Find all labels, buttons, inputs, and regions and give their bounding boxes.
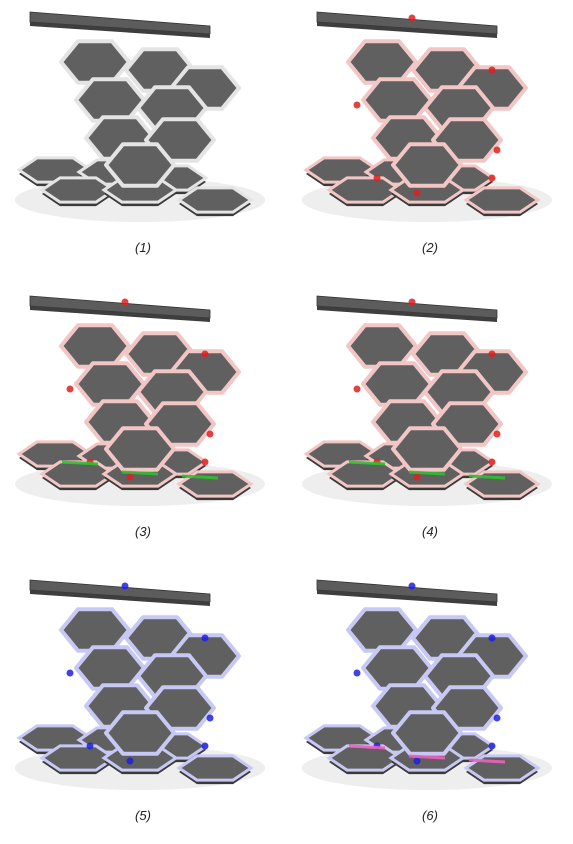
top-beam-side [317, 590, 497, 606]
floor-tile [39, 460, 117, 488]
joint-marker [353, 669, 361, 677]
hexagon-structure-render [15, 11, 265, 222]
panel-4: (4) [287, 284, 573, 560]
hexagon-structure-render [15, 579, 265, 790]
hexagon-structure-render [15, 295, 265, 506]
joint-marker [413, 189, 421, 197]
wall-tile [59, 607, 131, 653]
hexagon-structure-render [302, 579, 552, 790]
joint-marker [206, 430, 214, 438]
joint-marker [373, 174, 381, 182]
wall-tile [59, 323, 131, 369]
wall-tile [104, 142, 176, 188]
joint-marker [121, 582, 129, 590]
joint-marker [206, 714, 214, 722]
wall-tile [74, 361, 146, 407]
joint-accent [408, 754, 446, 760]
panel-6: (6) [287, 568, 573, 844]
joint-marker [201, 634, 209, 642]
joint-marker [413, 757, 421, 765]
joint-marker [66, 669, 74, 677]
joint-marker [488, 174, 496, 182]
panel-caption: (3) [135, 524, 151, 539]
joint-marker [488, 742, 496, 750]
joint-marker [408, 582, 416, 590]
wall-tile [104, 426, 176, 472]
joint-marker [126, 473, 134, 481]
joint-marker [488, 458, 496, 466]
joint-marker [488, 350, 496, 358]
joint-accent [121, 470, 159, 476]
wall-tile [391, 426, 463, 472]
panel-caption: (5) [135, 808, 151, 823]
panel-1: (1) [0, 0, 286, 276]
wall-tile [391, 142, 463, 188]
joint-marker [353, 101, 361, 109]
top-beam-side [317, 22, 497, 38]
joint-marker [488, 66, 496, 74]
top-beam-side [30, 306, 210, 322]
panel-caption: (1) [135, 240, 151, 255]
wall-tile [361, 645, 433, 691]
panel-caption: (4) [422, 524, 438, 539]
floor-tile [326, 744, 404, 772]
panel-caption: (6) [422, 808, 438, 823]
joint-accent [408, 470, 446, 476]
joint-accent [181, 474, 219, 480]
joint-accent [468, 474, 506, 480]
joint-marker [126, 757, 134, 765]
joint-marker [493, 430, 501, 438]
wall-tile [361, 361, 433, 407]
wall-tile [74, 77, 146, 123]
joint-marker [201, 742, 209, 750]
joint-marker [488, 634, 496, 642]
floor-tile [176, 754, 254, 782]
floor-tile [326, 460, 404, 488]
floor-tile [463, 186, 541, 214]
joint-marker [201, 350, 209, 358]
joint-marker [66, 385, 74, 393]
wall-tile [391, 710, 463, 756]
panel-2: (2) [287, 0, 573, 276]
wall-tile [74, 645, 146, 691]
wall-tile [59, 39, 131, 85]
wall-tile [104, 710, 176, 756]
floor-tile [176, 186, 254, 214]
floor-tile [326, 176, 404, 204]
joint-accent [348, 744, 386, 750]
joint-accent [468, 758, 506, 764]
wall-tile [361, 77, 433, 123]
joint-marker [86, 742, 94, 750]
panel-5: (5) [0, 568, 286, 844]
joint-marker [121, 298, 129, 306]
joint-marker [413, 473, 421, 481]
panel-caption: (2) [422, 240, 438, 255]
floor-tile [39, 744, 117, 772]
joint-marker [493, 146, 501, 154]
joint-accent [348, 460, 386, 466]
joint-marker [353, 385, 361, 393]
wall-tile [346, 323, 418, 369]
top-beam-side [30, 22, 210, 38]
wall-tile [346, 607, 418, 653]
joint-marker [408, 14, 416, 22]
top-beam-side [30, 590, 210, 606]
joint-accent [61, 460, 99, 466]
top-beam-side [317, 306, 497, 322]
panel-3: (3) [0, 284, 286, 560]
joint-marker [408, 298, 416, 306]
joint-marker [201, 458, 209, 466]
floor-tile [39, 176, 117, 204]
joint-marker [493, 714, 501, 722]
wall-tile [346, 39, 418, 85]
hexagon-structure-render [302, 295, 552, 506]
hexagon-structure-render [302, 11, 552, 222]
